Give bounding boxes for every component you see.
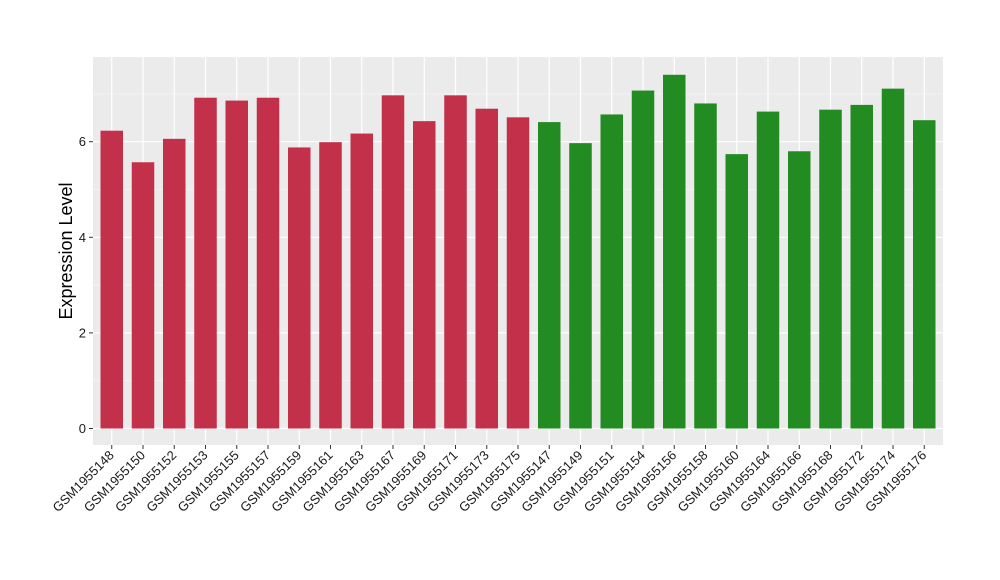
bar	[600, 114, 623, 429]
bar	[381, 95, 405, 429]
x-axis: GSM1955148GSM1955150GSM1955152GSM1955153…	[50, 445, 929, 515]
bar-series	[100, 74, 936, 429]
bar	[850, 104, 873, 429]
bar	[663, 74, 686, 429]
bar	[756, 111, 780, 429]
bar	[225, 100, 248, 429]
bar	[788, 151, 811, 429]
bar	[694, 103, 717, 429]
bar	[350, 133, 373, 429]
bar	[475, 108, 498, 429]
bar	[163, 138, 186, 429]
bar	[194, 97, 217, 429]
bar	[725, 154, 748, 429]
y-axis-title: Expression Level	[56, 182, 76, 319]
bar	[256, 97, 280, 429]
y-tick-label: 2	[79, 325, 86, 340]
y-axis: 0 2 4 6	[79, 134, 93, 436]
bar	[631, 90, 655, 429]
bar	[569, 143, 592, 429]
bar	[913, 120, 936, 429]
bar	[100, 130, 123, 429]
bar	[506, 117, 530, 429]
bar	[288, 147, 311, 429]
bar	[131, 162, 155, 429]
y-tick-label: 6	[79, 134, 86, 149]
bar	[319, 142, 342, 429]
y-tick-label: 4	[79, 230, 86, 245]
bar	[538, 122, 561, 429]
bar	[444, 95, 467, 429]
bar	[413, 121, 436, 429]
bar	[881, 88, 905, 429]
y-tick-label: 0	[79, 421, 86, 436]
bar	[819, 109, 842, 429]
